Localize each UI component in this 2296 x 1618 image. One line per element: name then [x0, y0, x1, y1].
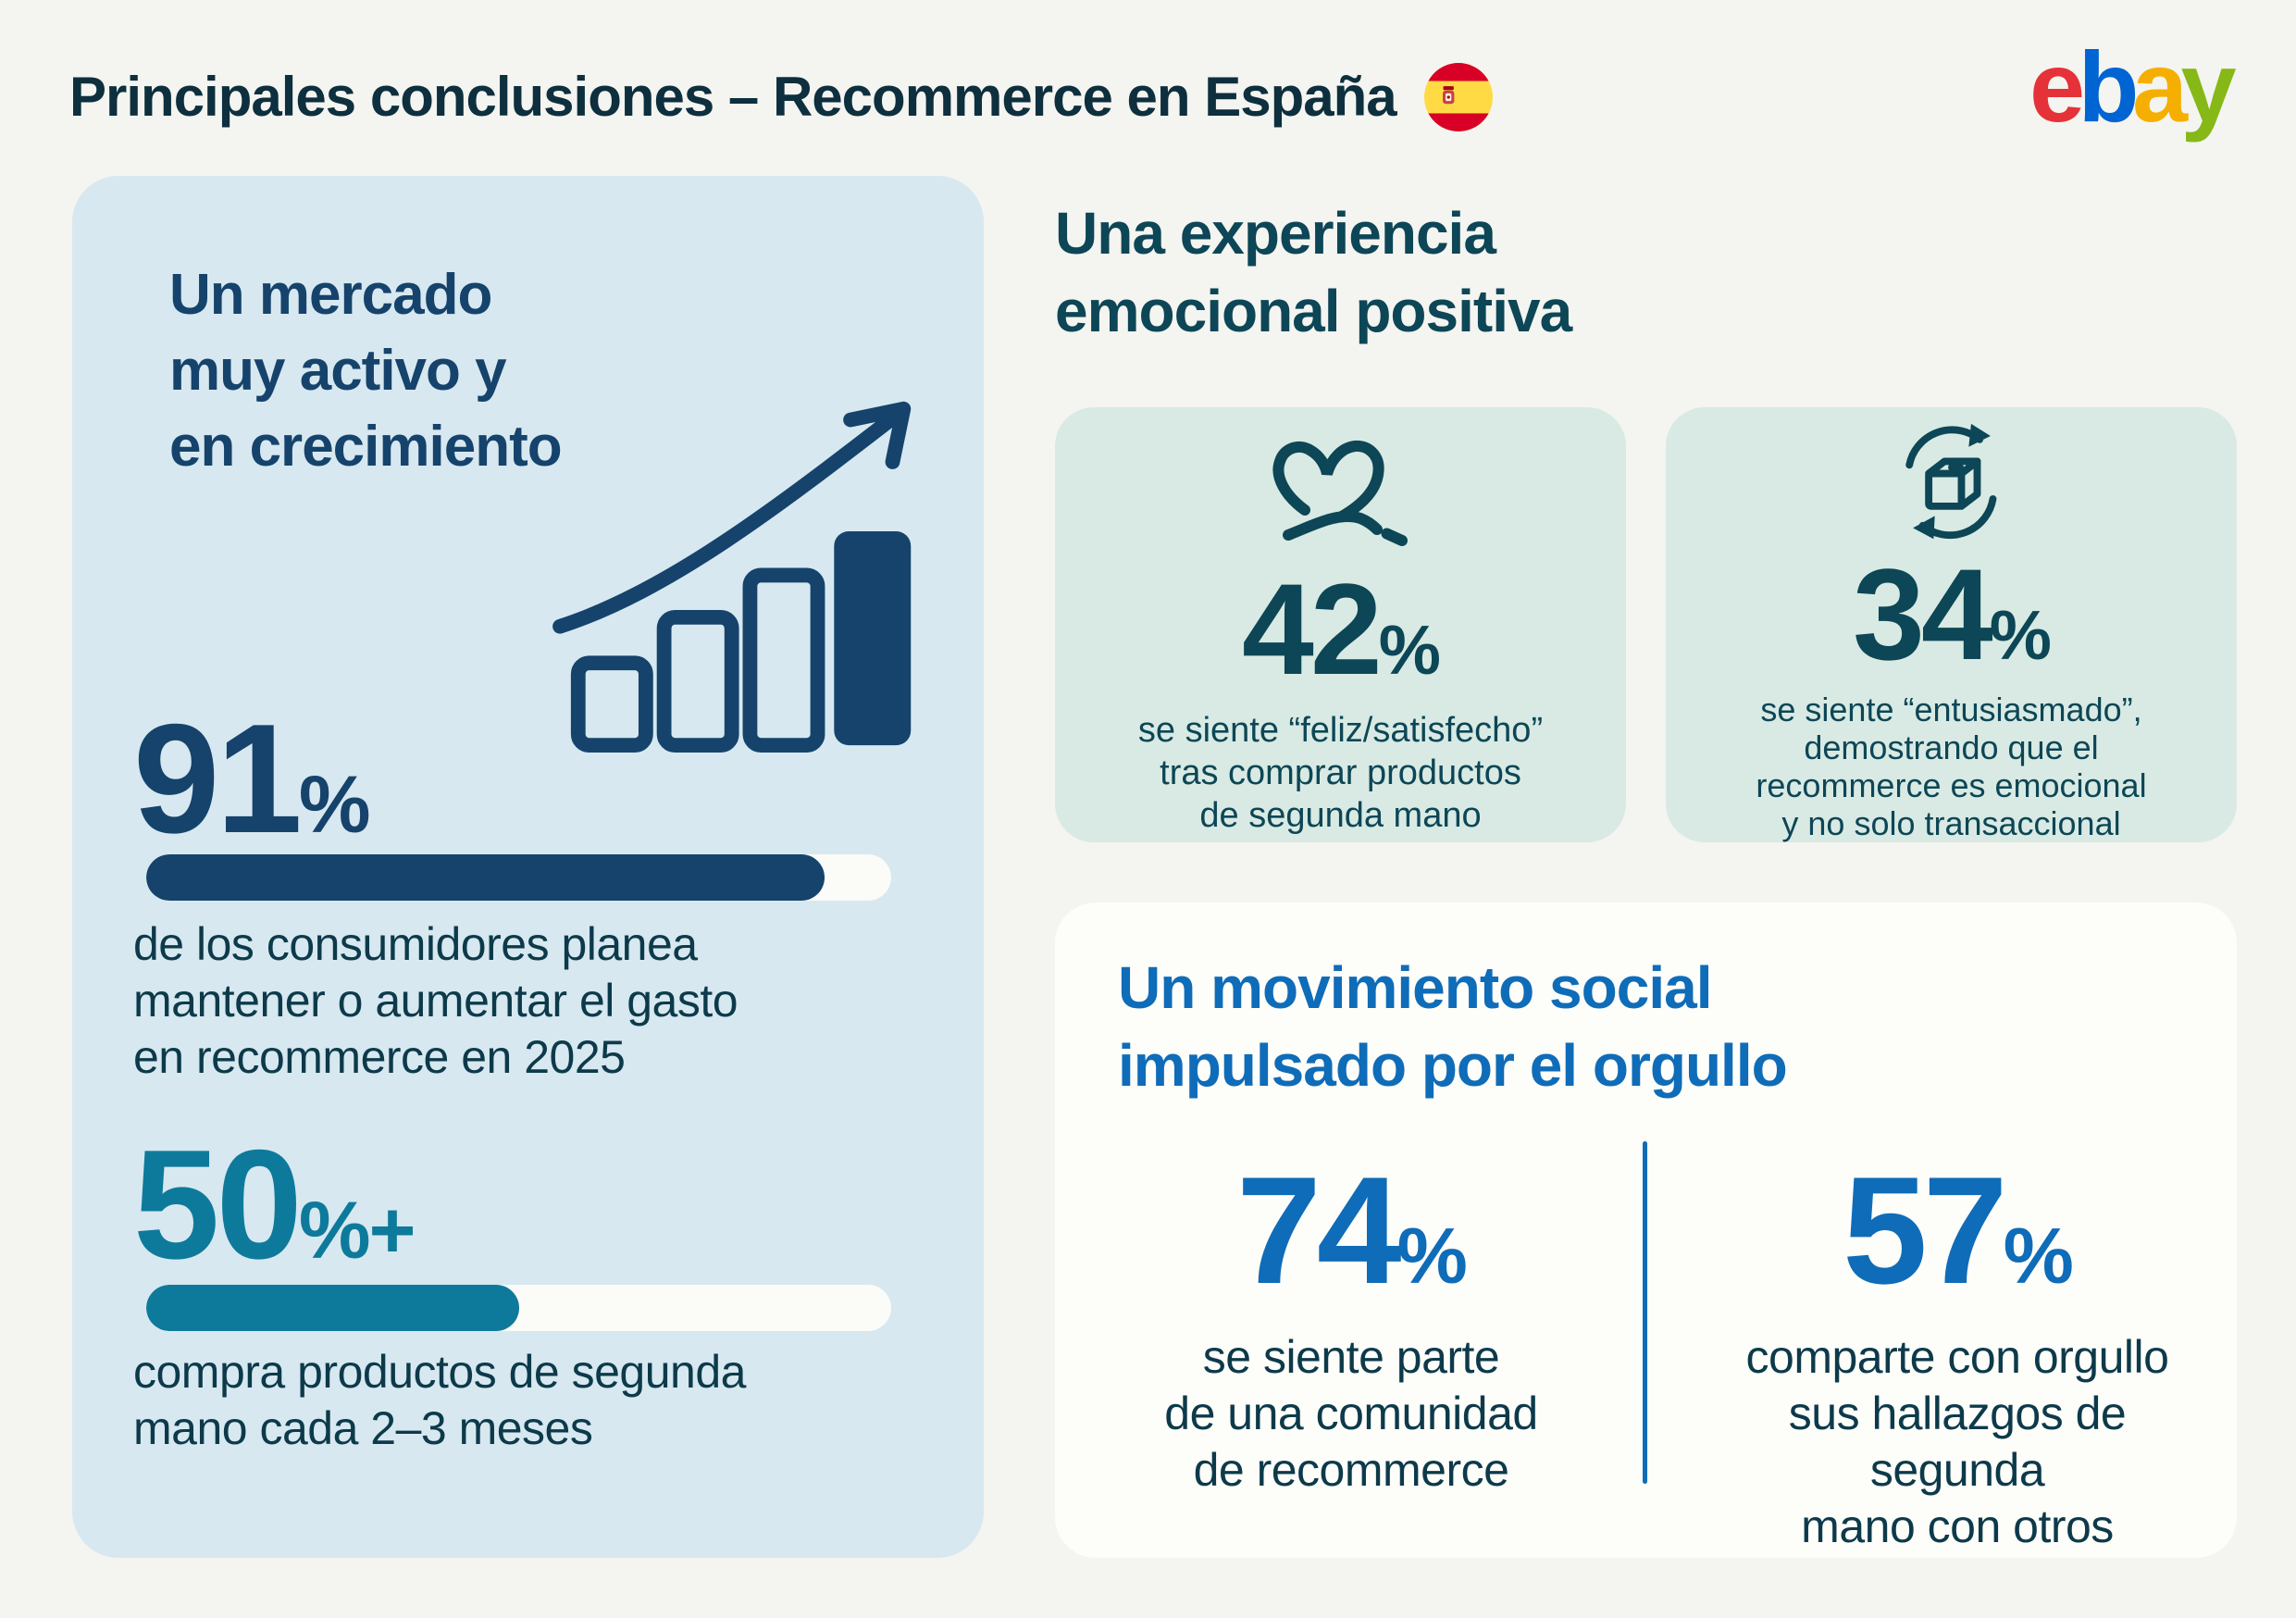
stat-57-suffix: %: [2003, 1212, 2074, 1301]
logo-letter-a: a: [2131, 31, 2188, 143]
stat-42-value: 42: [1242, 556, 1383, 702]
stat-34-suffix: %: [1989, 597, 2052, 675]
header: Principales conclusiones – Recommerce en…: [69, 63, 1493, 131]
stat-50-description: compra productos de segunda mano cada 2–…: [133, 1346, 746, 1454]
stat-91-number: 91%: [133, 701, 371, 856]
stat-42-number: 42%: [1242, 565, 1441, 694]
stat-74-value: 74: [1236, 1145, 1402, 1315]
heart-icon: [1272, 440, 1408, 546]
growth-bars-arrow-icon: [552, 401, 912, 753]
page-title: Principales conclusiones – Recommerce en…: [69, 66, 1397, 128]
social-heading: Un movimiento social impulsado por el or…: [1118, 954, 1788, 1099]
stat-57-number: 57%: [1843, 1154, 2074, 1307]
social-stat-community: 74% se siente parte de una comunidad de …: [1092, 1154, 1610, 1499]
stat-74-number: 74%: [1236, 1154, 1468, 1307]
stat-42-suffix: %: [1378, 612, 1441, 690]
logo-letter-e: e: [2029, 31, 2085, 143]
emotional-card-happy: 42% se siente “feliz/satisfecho” tras co…: [1055, 407, 1626, 842]
spain-flag-icon: [1423, 63, 1493, 131]
social-card: Un movimiento social impulsado por el or…: [1055, 902, 2237, 1558]
stat-50-number: 50%+: [133, 1126, 416, 1282]
market-heading: Un mercado muy activo y en crecimiento: [169, 263, 563, 479]
stat-34-description: se siente “entusiasmado”, demostrando qu…: [1756, 691, 2147, 842]
vertical-divider: [1643, 1141, 1647, 1484]
progress-fill-50: [146, 1285, 519, 1331]
stat-74-suffix: %: [1396, 1212, 1468, 1301]
stat-91-suffix: %: [298, 759, 371, 850]
emotional-card-excited: 34% se siente “entusiasmado”, demostrand…: [1666, 407, 2237, 842]
logo-letter-b: b: [2078, 31, 2140, 143]
social-stat-share: 57% comparte con orgullo sus hallazgos d…: [1707, 1154, 2207, 1555]
progress-fill-91: [146, 854, 825, 901]
stat-91-description: de los consumidores planea mantener o au…: [133, 918, 738, 1083]
stat-57-description: comparte con orgullo sus hallazgos de se…: [1745, 1331, 2169, 1552]
logo-letter-y: y: [2180, 31, 2236, 143]
ebay-logo: ebay: [2029, 37, 2236, 137]
stat-50-suffix: %+: [298, 1185, 416, 1276]
progress-bar-50: [146, 1285, 891, 1331]
market-panel: Un mercado muy activo y en crecimiento 9…: [72, 176, 984, 1558]
stat-34-number: 34%: [1853, 550, 2052, 679]
progress-bar-91: [146, 854, 891, 901]
stat-91-value: 91: [133, 691, 303, 865]
emotional-heading: Una experiencia emocional positiva: [1055, 200, 1572, 344]
stat-57-value: 57: [1843, 1145, 2008, 1315]
stat-34-value: 34: [1853, 541, 1993, 687]
package-cycle-icon: [1905, 423, 1996, 540]
stat-74-description: se siente parte de una comunidad de reco…: [1164, 1331, 1538, 1496]
stat-50-value: 50: [133, 1117, 303, 1291]
stat-42-description: se siente “feliz/satisfecho” tras compra…: [1137, 711, 1544, 835]
